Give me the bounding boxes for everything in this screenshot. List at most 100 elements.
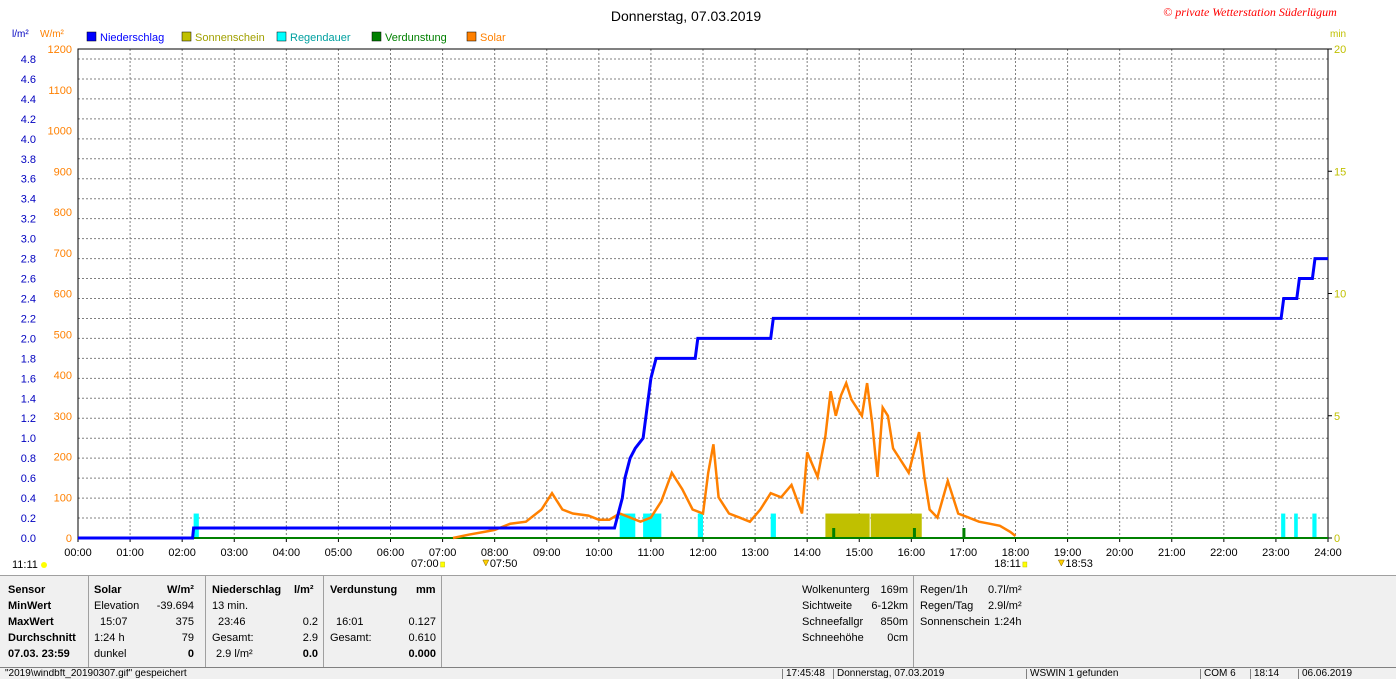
status-time: 17:45:48 [782, 669, 831, 679]
stats-row-min: MinWert [8, 600, 52, 612]
chart-grid [77, 49, 1329, 539]
legend-label: Sonnenschein [195, 32, 265, 44]
marker-label: 18:11 [994, 558, 1021, 570]
y-precip-tick-label: 4.4 [21, 94, 36, 106]
solar-line [452, 379, 1017, 540]
y-precip-tick-label: 1.4 [21, 393, 36, 405]
stats-precip-column: Niederschlag l/m² 13 min. 23:46 0.2 Gesa… [212, 576, 320, 668]
y-precip-tick-label: 2.8 [21, 254, 36, 266]
stats-snowdepth-value: 0cm [887, 632, 908, 644]
stats-snowline-label: Schneefallgr [802, 616, 864, 628]
chart-legend: Niederschlag Sonnenschein Regendauer Verdun… [86, 31, 506, 44]
stats-sensor-column: Sensor MinWert MaxWert Durchschnitt 07.0… [8, 576, 88, 668]
x-tick-label: 02:00 [168, 547, 196, 559]
legend-label: Solar [480, 32, 506, 44]
y-precip-tick-label: 1.0 [21, 433, 36, 445]
stats-solar-unit: W/m² [167, 584, 194, 596]
rain-duration-bar [697, 513, 703, 538]
rain-duration-bar [1281, 513, 1286, 538]
stats-separator [205, 576, 206, 668]
stats-separator [913, 576, 914, 668]
stats-separator [88, 576, 89, 668]
y-solar-tick-label: 100 [54, 492, 72, 504]
status-date: Donnerstag, 07.03.2019 [833, 669, 1023, 679]
y-precip-tick-label: 0.2 [21, 513, 36, 525]
x-tick-label: 17:00 [950, 547, 978, 559]
y-precip-tick-label: 1.6 [21, 373, 36, 385]
stats-evap-max-value: 0.127 [408, 616, 436, 628]
y-minutes-tick-label: 15 [1334, 166, 1346, 178]
x-tick-label: 05:00 [325, 547, 353, 559]
marker-label: 18:53 [1065, 558, 1093, 570]
y-solar-tick-label: 1000 [48, 126, 72, 138]
evaporation-mark [912, 528, 916, 538]
x-tick-label: 12:00 [689, 547, 717, 559]
x-tick-label: 23:00 [1262, 547, 1290, 559]
marker-label: 07:50 [490, 558, 518, 570]
stats-evap-current-value: 0.000 [408, 648, 436, 660]
stats-precip-current-label: 2.9 l/m² [216, 648, 253, 660]
weather-chart: Donnerstag, 07.03.2019 © private Wetters… [12, 5, 1346, 571]
y-precip-tick-label: 4.8 [21, 54, 36, 66]
y-precip-tick-label: 4.6 [21, 74, 36, 86]
y-solar-tick-label: 300 [54, 411, 72, 423]
y-minutes-tick-label: 5 [1334, 411, 1340, 423]
stats-solar-max-value: 375 [175, 616, 194, 628]
stats-sensor-header: Sensor [8, 584, 46, 596]
x-tick-label: 10:00 [585, 547, 613, 559]
legend-swatch [181, 31, 192, 42]
rain-duration-bar [1294, 513, 1298, 538]
chart-lines [78, 257, 1328, 540]
x-tick-label: 20:00 [1106, 547, 1134, 559]
y-precip-tick-label: 1.2 [21, 413, 36, 425]
evaporation-mark [832, 528, 836, 538]
stats-row-avg: Durchschnitt [8, 632, 76, 644]
stats-sunshine-label: Sonnenschein [920, 616, 990, 628]
y-minutes-tick-label: 0 [1334, 533, 1340, 545]
stats-precip-unit: l/m² [294, 584, 314, 596]
y-solar-tick-label: 400 [54, 370, 72, 382]
status-today: 06.06.2019 [1298, 669, 1392, 679]
status-bar: "2019\windbft_20190307.gif" gespeichert … [0, 667, 1396, 679]
status-port: COM 6 [1200, 669, 1244, 679]
stats-evap-header: Verdunstung [330, 584, 398, 596]
x-tick-label: 06:00 [377, 547, 405, 559]
x-tick-label: 00:00 [64, 547, 92, 559]
y-precip-tick-label: 2.0 [21, 333, 36, 345]
rain-duration-bar [193, 513, 199, 538]
sunshine-bar [825, 513, 870, 538]
y-precip-tick-label: 3.4 [21, 194, 36, 206]
stats-precip-max-value: 0.2 [302, 616, 318, 628]
legend-swatch [466, 31, 477, 42]
legend-label: Regendauer [290, 32, 351, 44]
stats-evap-column: Verdunstung mm 16:01 0.127 Gesamt: 0.610… [330, 576, 438, 668]
y-solar-tick-label: 200 [54, 452, 72, 464]
y-precip-tick-label: 0.4 [21, 493, 36, 505]
chart-bars [78, 513, 1328, 539]
x-tick-label: 14:00 [793, 547, 821, 559]
y-solar-tick-label: 500 [54, 329, 72, 341]
stats-evap-unit: mm [416, 584, 436, 596]
marker-label: 07:00 [411, 558, 439, 570]
legend-swatch [371, 31, 382, 42]
stats-precip-header: Niederschlag [212, 584, 282, 596]
stats-visibility-label: Sichtweite [802, 600, 853, 612]
unit-precip-label: l/m² [12, 29, 29, 40]
chart-title: Donnerstag, 07.03.2019 [611, 8, 761, 24]
y-minutes-tick-label: 10 [1334, 289, 1346, 301]
moon-marker-icon [1057, 559, 1065, 567]
status-device: WSWIN 1 gefunden [1026, 669, 1196, 679]
x-tick-label: 08:00 [481, 547, 509, 559]
marker-label: 11:11 [12, 559, 38, 571]
y-precip-tick-label: 2.6 [21, 274, 36, 286]
y-solar-tick-label: 1100 [48, 85, 72, 97]
stats-rain-column: Regen/1h 0.7l/m² Regen/Tag 2.9l/m² Sonne… [920, 576, 1030, 668]
rain-duration-bar [1312, 513, 1317, 538]
stats-solar-header: Solar [94, 584, 122, 596]
x-tick-label: 11:00 [638, 547, 665, 559]
y-solar-tick-label: 800 [54, 207, 72, 219]
y-precip-tick-label: 2.4 [21, 293, 36, 305]
y-minutes-tick-label: 20 [1334, 44, 1346, 56]
y-solar-tick-label: 900 [54, 166, 72, 178]
stats-solar-current-value: 0 [187, 648, 194, 660]
